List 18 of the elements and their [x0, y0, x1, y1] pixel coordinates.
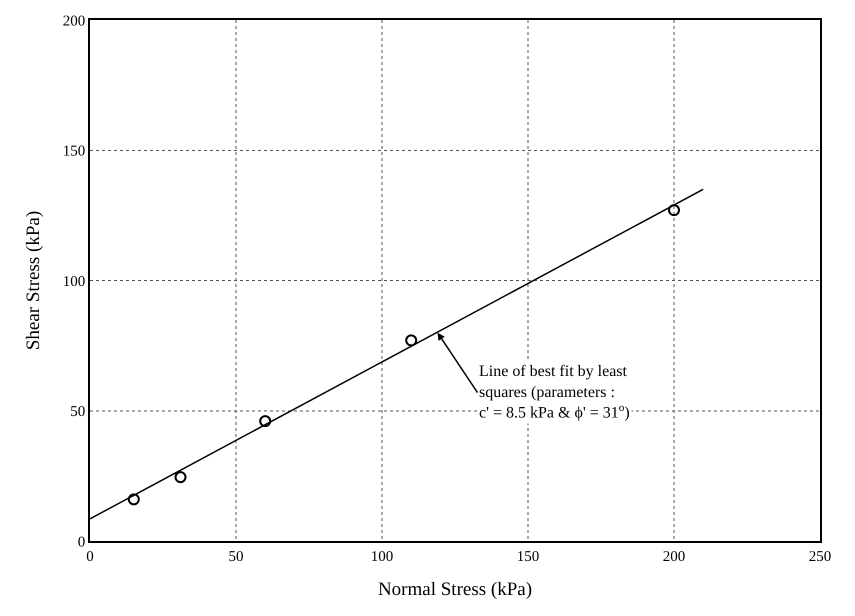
x-tick-label: 200 — [662, 548, 686, 565]
y-tick-label: 150 — [62, 144, 86, 160]
x-tick-label: 250 — [808, 548, 832, 565]
point — [174, 471, 187, 484]
point — [128, 493, 140, 506]
y-tick-label: 0 — [78, 534, 86, 550]
x-tick-label: 50 — [228, 548, 244, 565]
x-axis-title: Normal Stress (kPa) — [378, 579, 532, 600]
y-tick-label: 200 — [62, 13, 86, 30]
y-tick-label: 50 — [70, 404, 86, 420]
point — [259, 415, 272, 428]
point — [668, 204, 680, 216]
x-tick-label: 150 — [516, 548, 540, 565]
annotation: Line of best fit by least squares (parameters : c' = 8.5 kPa & ϕ' = 31$^{o}$) — [479, 363, 630, 422]
point — [405, 334, 418, 346]
y-tick-label: 100 — [62, 274, 86, 290]
y-axis-title: Shear Stress (kPa) — [23, 210, 44, 350]
x-tick-label: 100 — [370, 548, 394, 565]
